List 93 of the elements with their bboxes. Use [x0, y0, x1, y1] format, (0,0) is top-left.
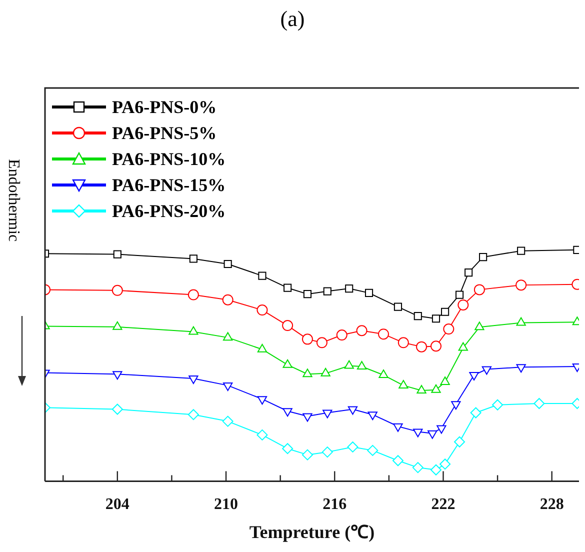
point	[222, 416, 234, 427]
point	[282, 359, 292, 368]
point	[378, 370, 388, 378]
point	[455, 290, 464, 299]
point	[224, 260, 232, 268]
x-tick-label: 216	[322, 496, 347, 513]
point	[430, 340, 442, 352]
point	[222, 382, 233, 391]
point	[516, 364, 526, 373]
point	[345, 284, 354, 293]
point	[322, 446, 333, 458]
point	[413, 428, 423, 438]
point	[479, 253, 488, 262]
point	[302, 334, 313, 345]
point	[474, 322, 484, 330]
point	[302, 413, 312, 422]
point	[443, 324, 454, 335]
legend-label: PA6-PNS-0%	[112, 96, 217, 118]
point	[188, 326, 198, 335]
x-tick-label: 204	[105, 496, 130, 513]
point	[469, 372, 479, 381]
point	[344, 360, 354, 369]
point	[188, 376, 198, 384]
point	[516, 317, 526, 326]
x-tick-label: 222	[431, 496, 456, 513]
point	[303, 290, 312, 298]
y-axis-title: Endothermic	[4, 159, 22, 244]
point	[367, 444, 378, 456]
point	[282, 443, 294, 454]
point	[492, 399, 504, 410]
point	[336, 330, 348, 341]
legend-label: PA6-PNS-10%	[112, 148, 226, 170]
point	[416, 341, 428, 352]
point	[257, 396, 268, 405]
point	[432, 314, 440, 323]
legend-label: PA6-PNS-15%	[112, 174, 226, 196]
point	[428, 430, 438, 439]
point	[458, 342, 468, 351]
point	[222, 332, 233, 341]
point	[398, 337, 409, 348]
point	[516, 280, 527, 291]
point	[189, 254, 198, 263]
point	[482, 366, 492, 375]
point	[436, 425, 446, 434]
point	[112, 284, 123, 296]
point	[440, 458, 451, 470]
point	[188, 289, 199, 300]
point	[282, 320, 294, 332]
point	[302, 368, 312, 378]
point	[284, 284, 292, 292]
point	[348, 406, 358, 415]
point	[378, 328, 389, 340]
point	[222, 294, 234, 306]
point	[282, 408, 292, 417]
point	[256, 429, 268, 440]
point	[368, 412, 378, 420]
point	[112, 404, 123, 415]
point	[458, 299, 469, 310]
point	[323, 287, 332, 296]
point	[347, 441, 358, 452]
point	[414, 312, 422, 320]
point	[188, 409, 199, 420]
point	[412, 462, 424, 474]
point	[394, 302, 402, 311]
point	[454, 436, 466, 448]
point	[257, 344, 268, 352]
point	[256, 304, 268, 316]
legend-label: PA6-PNS-20%	[112, 200, 226, 222]
point	[322, 410, 332, 418]
x-axis-title: Tempreture (℃)	[249, 522, 375, 542]
point	[302, 449, 313, 460]
point	[113, 250, 122, 258]
chart-title: (a)	[279, 6, 306, 32]
point	[474, 284, 485, 296]
point	[430, 464, 442, 476]
point	[441, 308, 450, 316]
point	[112, 371, 122, 380]
point	[316, 337, 328, 348]
point	[451, 401, 461, 410]
point	[356, 325, 368, 336]
legend-label: PA6-PNS-5%	[112, 122, 217, 144]
point	[534, 398, 545, 409]
point	[464, 268, 473, 277]
point	[112, 321, 122, 330]
x-tick-label: 228	[540, 496, 564, 513]
x-tick-label: 210	[214, 496, 238, 513]
point	[364, 288, 374, 297]
point	[392, 455, 404, 466]
point	[258, 272, 266, 280]
point	[416, 385, 426, 394]
point	[470, 407, 482, 418]
point	[517, 246, 526, 255]
point	[393, 423, 403, 432]
